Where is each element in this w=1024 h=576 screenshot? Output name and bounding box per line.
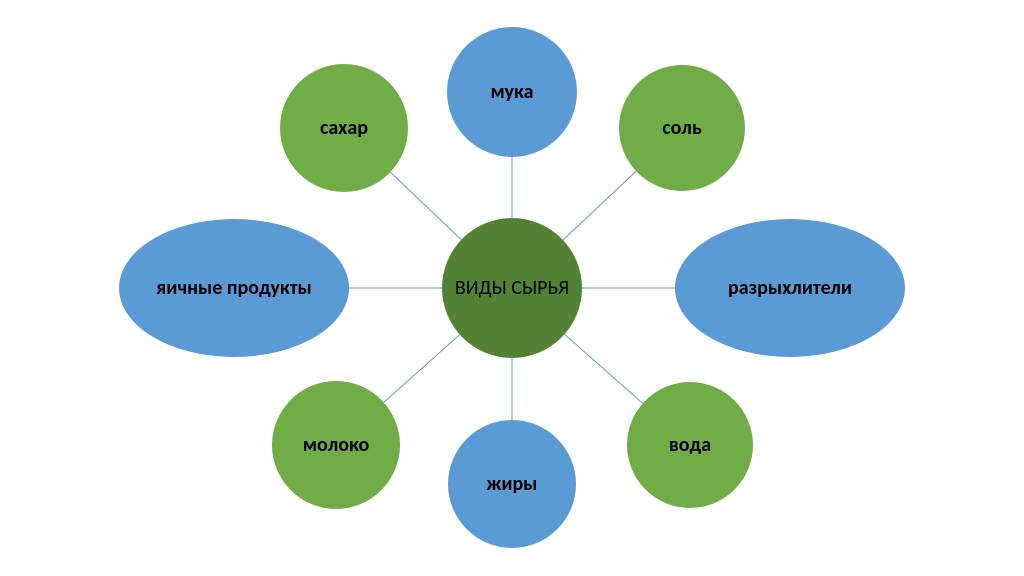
node-sakhar: сахар <box>280 64 408 192</box>
node-moloko: молоко <box>272 381 400 509</box>
node-yaich: яичные продукты <box>119 219 349 357</box>
node-label-muka: мука <box>490 81 533 104</box>
node-sol: соль <box>619 65 745 191</box>
node-label-yaich: яичные продукты <box>156 277 312 300</box>
node-zhiry: жиры <box>448 420 576 548</box>
node-muka: мука <box>447 27 577 157</box>
edge-sol <box>563 171 636 240</box>
center-node: ВИДЫ СЫРЬЯ <box>442 218 582 358</box>
edge-sakhar <box>390 172 461 240</box>
node-voda: вода <box>627 382 753 508</box>
edge-voda <box>564 334 642 403</box>
node-label-sakhar: сахар <box>320 117 368 140</box>
node-razr: разрыхлители <box>675 219 905 357</box>
diagram-stage: мука соль разрыхлители вода жиры молоко яичные… <box>0 0 1024 576</box>
node-label-zhiry: жиры <box>487 473 538 496</box>
node-label-moloko: молоко <box>303 434 370 457</box>
edge-moloko <box>384 335 460 403</box>
node-label-razr: разрыхлители <box>728 277 852 300</box>
node-label-sol: соль <box>662 117 702 140</box>
node-label-voda: вода <box>669 434 711 457</box>
center-label: ВИДЫ СЫРЬЯ <box>455 277 569 300</box>
